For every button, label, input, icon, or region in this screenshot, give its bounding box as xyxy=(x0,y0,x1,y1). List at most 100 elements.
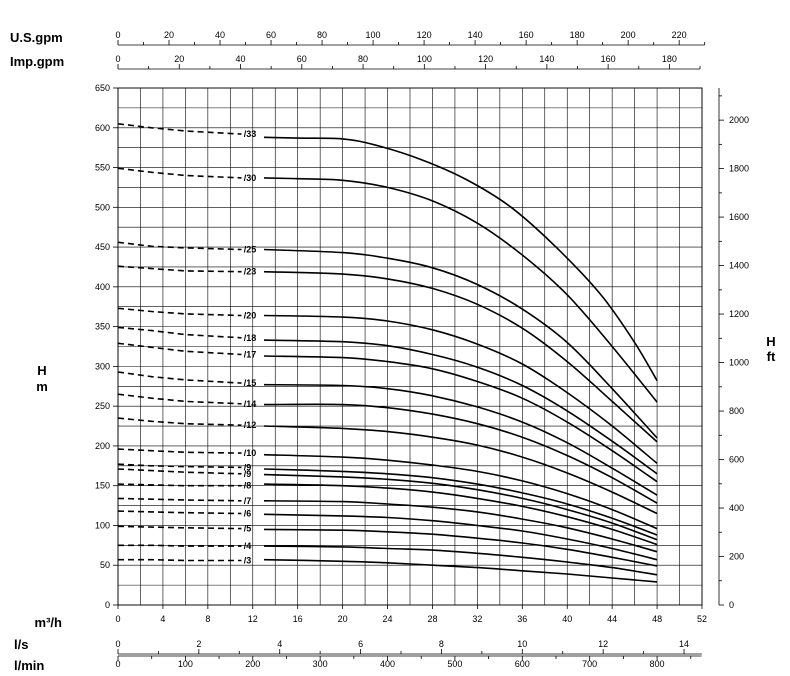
curve-label: /20 xyxy=(244,310,257,320)
y2-axis-label-ft: ft xyxy=(767,349,776,364)
curve-solid-segment xyxy=(263,545,658,576)
ft-tick-label: 800 xyxy=(729,406,744,416)
usgpm-tick-label: 200 xyxy=(621,30,636,40)
x-tick-label: 4 xyxy=(160,614,165,624)
y2-axis-label-h: H xyxy=(766,334,775,349)
usgpm-tick-label: 160 xyxy=(519,30,534,40)
ls-tick-label: 4 xyxy=(277,639,282,649)
x-tick-label: 48 xyxy=(652,614,662,624)
x-tick-label: 36 xyxy=(517,614,527,624)
lmin-tick-label: 100 xyxy=(178,659,193,669)
y-tick-label: 600 xyxy=(95,123,110,133)
ft-tick-label: 1000 xyxy=(729,358,749,368)
impgpm-tick-label: 80 xyxy=(358,54,368,64)
ft-tick-label: 600 xyxy=(729,455,744,465)
x-tick-label: 52 xyxy=(697,614,707,624)
curve-dashed-segment xyxy=(117,342,242,356)
y-tick-label: 0 xyxy=(105,600,110,610)
curve-solid-segment xyxy=(263,355,658,483)
x-tick-label: 24 xyxy=(383,614,393,624)
impgpm-tick-label: 40 xyxy=(236,54,246,64)
ft-tick-label: 1400 xyxy=(729,261,749,271)
plot-frame xyxy=(117,87,703,606)
curve-solid-segment xyxy=(263,453,658,530)
ft-tick-label: 2000 xyxy=(729,115,749,125)
usgpm-tick-label: 140 xyxy=(468,30,483,40)
curve-dashed-segment xyxy=(117,307,242,317)
curve-dashed-segment xyxy=(117,525,242,530)
curve-label: /30 xyxy=(244,173,257,183)
ls-tick-label: 12 xyxy=(598,639,608,649)
curve-label: /8 xyxy=(244,481,252,491)
curve-label: /3 xyxy=(244,555,252,565)
curve-dashed-segment xyxy=(117,510,242,515)
curve-solid-segment xyxy=(263,339,658,475)
y-axis-label-m: m xyxy=(36,379,48,394)
curve-label: /25 xyxy=(244,244,257,254)
y-axis-label-h: H xyxy=(37,363,46,378)
lmin-tick-label: 200 xyxy=(245,659,260,669)
curve-label: /12 xyxy=(244,420,257,430)
x-tick-label: 32 xyxy=(472,614,482,624)
curve-solid-segment xyxy=(263,513,658,561)
x-tick-label: 40 xyxy=(562,614,572,624)
usgpm-tick-label: 0 xyxy=(115,30,120,40)
curve-solid-segment xyxy=(263,383,658,496)
curve-label: /17 xyxy=(244,349,257,359)
ft-tick-label: 0 xyxy=(729,600,734,610)
impgpm-tick-label: 0 xyxy=(115,54,120,64)
curve-solid-segment xyxy=(263,314,658,465)
x-tick-label: 8 xyxy=(205,614,210,624)
curve-labels: /33/30/25/23/20/18/17/15/14/12/10/9/9/8 /… xyxy=(244,129,257,565)
plot-grid xyxy=(117,87,703,606)
lmin-tick-label: 300 xyxy=(313,659,328,669)
curve-dashed-segment xyxy=(118,544,242,547)
curve-solid-segment xyxy=(263,500,658,553)
x-tick-label: 0 xyxy=(115,614,120,624)
usgpm-tick-label: 80 xyxy=(317,30,327,40)
x-axis-label-m3h: m³/h xyxy=(35,615,63,630)
curve-label: /9 xyxy=(244,462,252,472)
impgpm-tick-label: 100 xyxy=(417,54,432,64)
curve-solid-segment xyxy=(263,270,658,443)
curve-label: /14 xyxy=(244,399,257,409)
lmin-tick-label: 700 xyxy=(582,659,597,669)
curve-label: /4 xyxy=(244,541,252,551)
curve-dashed-segment xyxy=(117,167,242,179)
x-tick-label: 20 xyxy=(338,614,348,624)
lmin-tick-label: 400 xyxy=(380,659,395,669)
y-tick-label: 200 xyxy=(95,441,110,451)
y-tick-label: 300 xyxy=(95,361,110,371)
curve-dashed-segment xyxy=(117,326,242,339)
x-tick-label: 44 xyxy=(607,614,617,624)
y-tick-label: 450 xyxy=(95,242,110,252)
usgpm-tick-label: 20 xyxy=(164,30,174,40)
usgpm-tick-label: 220 xyxy=(672,30,687,40)
curve-solid-segment xyxy=(263,473,658,541)
x-tick-label: 12 xyxy=(248,614,258,624)
curve-label: /15 xyxy=(244,378,257,388)
usgpm-tick-label: 60 xyxy=(266,30,276,40)
lmin-tick-label: 600 xyxy=(515,659,530,669)
ls-tick-label: 2 xyxy=(196,639,201,649)
impgpm-tick-label: 160 xyxy=(601,54,616,64)
ls-tick-label: 10 xyxy=(517,639,527,649)
usgpm-tick-label: 40 xyxy=(215,30,225,40)
y-tick-label: 150 xyxy=(95,481,110,491)
curve-label: /23 xyxy=(244,267,257,277)
curve-dashed-segment xyxy=(117,463,242,469)
curve-dashed-segment xyxy=(117,448,242,454)
curve-dashed-segment xyxy=(117,483,242,487)
lmin-tick-label: 500 xyxy=(447,659,462,669)
y-tick-label: 50 xyxy=(100,560,110,570)
curve-dashed-segment xyxy=(117,371,242,384)
curve-dashed-segment xyxy=(117,123,242,135)
impgpm-tick-label: 20 xyxy=(174,54,184,64)
ls-tick-label: 14 xyxy=(679,639,689,649)
curve-label: /33 xyxy=(244,129,257,139)
y-tick-label: 500 xyxy=(95,202,110,212)
usgpm-tick-label: 180 xyxy=(570,30,585,40)
lmin-axis-label: l/min xyxy=(14,658,44,673)
ls-axis-label: l/s xyxy=(14,637,28,652)
y-tick-label: 350 xyxy=(95,322,110,332)
